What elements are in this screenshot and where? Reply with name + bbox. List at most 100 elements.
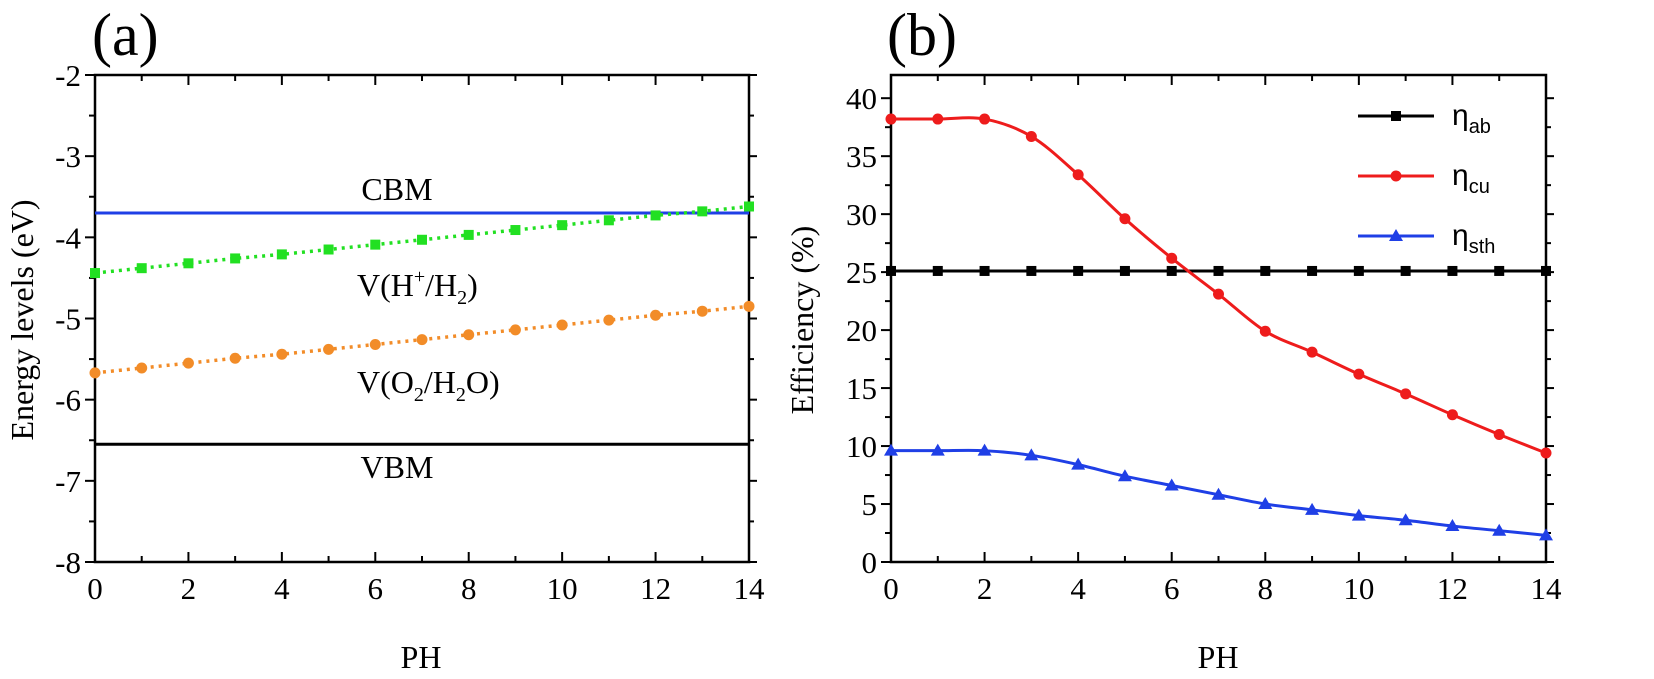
panel-b-series-1-point	[1072, 169, 1084, 181]
panel-b-series-0-point	[1260, 265, 1271, 276]
panel-b-series-1-point	[979, 113, 991, 125]
panel-b-series-0-point	[1494, 265, 1505, 276]
panel-b-xtick-label: 6	[1164, 571, 1180, 606]
panel-b-series-1-point	[1166, 252, 1178, 264]
legend-label-1: ηcu	[1452, 159, 1490, 198]
panel-a-series-1-point	[463, 229, 474, 240]
panel-b-label: (b)	[887, 2, 957, 68]
panel-b-xtick-label: 2	[977, 571, 993, 606]
vh-prefix: V(H	[357, 267, 414, 303]
legend-label-2: ηsth	[1452, 219, 1495, 258]
panel-a-series-2-point	[743, 300, 755, 312]
legend-label-subscript: sth	[1469, 236, 1496, 258]
panel-b-series-1-line	[891, 116, 1547, 455]
panel-a-series-1-point	[510, 225, 521, 236]
panel-b-series-0-point	[1026, 265, 1037, 276]
panel-b-series-1-point	[1400, 388, 1412, 400]
vo-sub2: 2	[456, 384, 466, 406]
panel-a-xtick-label: 14	[734, 571, 766, 606]
panel-a-xtick-label: 12	[640, 571, 671, 606]
panel-a-ytick-label: -7	[55, 464, 81, 499]
panel-b-series-1-point	[1119, 213, 1131, 225]
panel-b-xtick-label: 0	[883, 571, 899, 606]
vo-sub1: 2	[414, 384, 424, 406]
panel-a-series-2-point	[509, 324, 521, 336]
panel-a-series-1-point	[370, 239, 381, 250]
panel-b-series-0-point	[1400, 265, 1411, 276]
panel-b-ytick-label: 25	[846, 255, 877, 290]
panel-b-series-0-point	[1213, 265, 1224, 276]
panel-a-xlabel: PH	[401, 639, 442, 675]
panel-b-xtick-label: 12	[1437, 571, 1468, 606]
legend-label-0: ηab	[1452, 99, 1491, 138]
panel-b-series-2-point	[1305, 502, 1320, 515]
panel-b-xtick-label: 4	[1070, 571, 1086, 606]
vo-mid: /H	[424, 364, 456, 400]
panel-a-ytick-label: -6	[55, 383, 81, 418]
panel-a-series-1-point	[323, 244, 334, 255]
legend-label-symbol: η	[1452, 99, 1469, 132]
panel-b-series-0-point	[886, 265, 896, 276]
legend-label-symbol: η	[1452, 219, 1469, 252]
legend-label-subscript: ab	[1469, 116, 1491, 138]
panel-b-xlabel: PH	[1198, 639, 1239, 675]
panel-a-series-2-point	[323, 343, 335, 355]
panel-b-series-2-point	[1258, 497, 1273, 510]
panel-a-series-2-point	[369, 338, 381, 350]
panel-b-series-2-point	[977, 443, 992, 456]
panel-a-series-2-point	[463, 329, 475, 341]
vo-label: V(O2/H2O)	[357, 364, 500, 406]
panel-a-series-2-point	[696, 305, 708, 317]
panel-b-ytick-label: 10	[846, 429, 877, 464]
panel-a-ylabel: Energy levels (eV)	[4, 199, 40, 440]
panel-b-series-1-point	[1213, 288, 1224, 300]
panel-a-xtick-label: 4	[274, 571, 290, 606]
panel-b-series-2-point	[1211, 487, 1226, 500]
panel-a-series-1-point	[276, 249, 287, 260]
panel-b-series-0-point	[1447, 265, 1458, 276]
panel-b-series-2-point	[1351, 508, 1366, 521]
cbm-label: CBM	[361, 171, 432, 207]
panel-b-series-2-point	[1024, 448, 1039, 461]
panel-a-ytick-label: -5	[55, 302, 81, 337]
panel-a-series-1-point	[603, 215, 614, 226]
panel-b-series-1-point	[1306, 346, 1318, 358]
panel-b-ytick-label: 5	[862, 487, 878, 522]
panel-b-series-0-point	[1119, 265, 1130, 276]
panel-b-series-2-point	[1492, 523, 1507, 536]
panel-b-series-2-point	[884, 443, 898, 456]
panel-b-ytick-label: 35	[846, 139, 877, 174]
panel-a-xtick-label: 10	[547, 571, 578, 606]
vbm-label: VBM	[361, 449, 434, 485]
panel-a-series-2-point	[416, 334, 428, 346]
panel-a-series-2-point	[136, 362, 148, 374]
panel-b-series-2-point	[1071, 457, 1086, 470]
panel-b-series-1-point	[932, 113, 944, 125]
panel-a-series-1-point	[697, 206, 708, 217]
panel-b-ytick-label: 15	[846, 371, 877, 406]
panel-b-xtick-label: 8	[1258, 571, 1274, 606]
panel-a-series-1-point	[417, 234, 427, 245]
panel-b-series-0-point	[1541, 265, 1551, 276]
panel-b-series-0-point	[932, 265, 943, 276]
panel-b-series-2-point	[1117, 469, 1132, 482]
vo-prefix: V(O	[357, 364, 414, 400]
panel-b-series-0-point	[979, 265, 990, 276]
panel-a-series-1-point	[136, 263, 147, 274]
panel-a-xtick-label: 0	[87, 571, 103, 606]
panel-a-ytick-label: -4	[55, 220, 81, 255]
legend-label-subscript: cu	[1469, 176, 1490, 198]
vh-suffix: )	[467, 267, 478, 303]
panel-a-series-2-point	[182, 357, 194, 369]
panel-a-series-2-point	[229, 352, 241, 364]
panel-a-xtick-label: 6	[368, 571, 384, 606]
panel-b-series-1-point	[1025, 130, 1037, 142]
panel-b-xtick-label: 10	[1343, 571, 1374, 606]
panel-a-xtick-label: 8	[461, 571, 477, 606]
panel-b-ytick-label: 30	[846, 197, 877, 232]
panel-a-plot-area: 0 2 4 6 8 10 12 14 -8 -7 -6 -5 -4 -3 -2	[55, 58, 765, 606]
panel-b-series-1-point	[1540, 447, 1552, 459]
panel-a-series-1-point	[557, 220, 568, 231]
